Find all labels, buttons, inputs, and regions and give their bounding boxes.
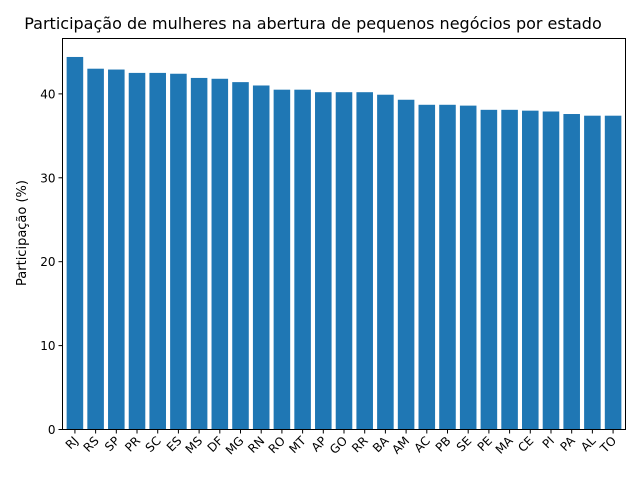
x-tick-label: DF — [205, 434, 226, 455]
bar-RJ — [66, 56, 84, 430]
x-tick-label: RJ — [63, 434, 81, 452]
bar-ES — [170, 73, 187, 430]
x-tick-label: RO — [266, 434, 288, 456]
x-tick-label: GO — [327, 434, 350, 457]
bar-MG — [232, 82, 249, 430]
bar-BA — [377, 94, 394, 430]
x-tick-label: MS — [183, 434, 206, 457]
bar-AP — [315, 92, 332, 430]
x-tick-label: MA — [493, 433, 517, 457]
bar-SP — [108, 69, 125, 430]
y-tick-label: 20 — [40, 255, 55, 269]
bar-RR — [356, 92, 373, 430]
x-tick-label: PI — [540, 434, 558, 452]
plot-frame — [62, 38, 626, 430]
x-tick-label: TO — [597, 434, 619, 456]
x-tick-label: SE — [454, 434, 475, 455]
bar-AC — [418, 104, 436, 430]
bar-RN — [252, 85, 270, 430]
x-tick-label: ES — [164, 434, 185, 455]
x-tick-label: RR — [349, 434, 371, 456]
bar-AM — [397, 99, 415, 430]
bar-PA — [563, 114, 580, 430]
bar-AL — [584, 115, 601, 430]
x-tick-label: SP — [102, 434, 122, 454]
x-tick-label: MT — [286, 433, 309, 456]
x-tick-label: PB — [433, 434, 454, 455]
x-tick-label: RS — [81, 434, 102, 455]
bar-PB — [439, 104, 456, 430]
bar-DF — [211, 78, 229, 430]
chart-title: Participação de mulheres na abertura de … — [24, 14, 602, 33]
x-tick-label: RN — [245, 434, 267, 456]
bar-MS — [190, 77, 208, 430]
bar-PI — [542, 111, 560, 430]
x-tick-label: AC — [411, 434, 432, 455]
x-tick-label: AP — [309, 434, 330, 455]
x-tick-label: MG — [223, 434, 247, 458]
y-tick-label: 0 — [48, 423, 56, 437]
x-tick-label: CE — [515, 434, 536, 455]
y-axis-label: Participação (%) — [15, 180, 30, 286]
bar-MT — [294, 89, 311, 430]
y-tick-label: 10 — [40, 339, 55, 353]
bar-PR — [128, 72, 146, 430]
bar-RS — [87, 68, 104, 430]
x-tick-label: AM — [389, 434, 412, 457]
bar-CE — [522, 110, 539, 430]
bar-PE — [480, 109, 498, 430]
x-tick-label: AL — [578, 434, 599, 455]
y-tick-label: 40 — [40, 87, 55, 101]
bar-SC — [149, 72, 166, 430]
bar-RO — [273, 89, 291, 430]
y-tick-label: 30 — [40, 171, 55, 185]
bar-SE — [459, 105, 477, 430]
x-tick-label: SC — [143, 434, 164, 455]
bar-GO — [335, 92, 353, 430]
x-tick-label: PR — [122, 434, 143, 455]
x-tick-label: PE — [475, 434, 495, 454]
x-tick-label: BA — [370, 433, 392, 455]
bar-TO — [604, 115, 622, 430]
x-tick-label: PA — [558, 433, 579, 454]
bar-MA — [501, 109, 518, 430]
